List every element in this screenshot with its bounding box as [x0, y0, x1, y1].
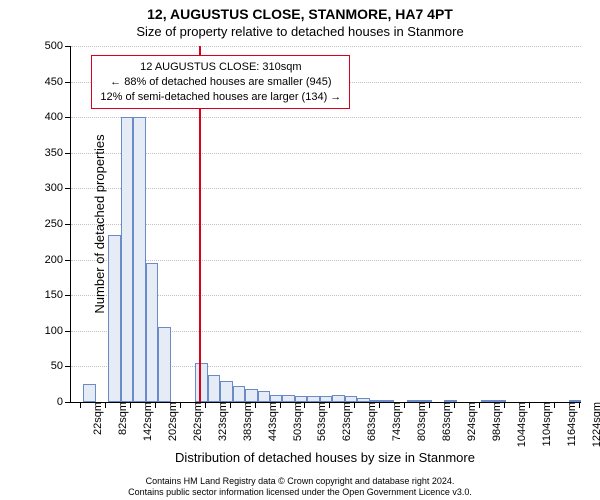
x-tick: [479, 402, 480, 408]
histogram-bar: [282, 395, 294, 402]
page-subtitle: Size of property relative to detached ho…: [0, 24, 600, 39]
x-tick: [205, 402, 206, 408]
x-tick-label: 443sqm: [259, 402, 279, 441]
x-tick: [105, 402, 106, 408]
histogram-bar: [258, 391, 270, 402]
gridline: [71, 260, 581, 261]
x-tick-label: 503sqm: [284, 402, 304, 441]
y-tick-label: 300: [45, 182, 71, 194]
x-tick-label: 142sqm: [134, 402, 154, 441]
x-tick-label: 1044sqm: [508, 402, 528, 447]
x-tick-label: 803sqm: [408, 402, 428, 441]
histogram-bar: [121, 117, 133, 402]
x-tick-label: 683sqm: [358, 402, 378, 441]
x-tick-label: 22sqm: [84, 402, 104, 435]
x-tick: [454, 402, 455, 408]
histogram-bar: [233, 386, 245, 402]
annotation-box: 12 AUGUSTUS CLOSE: 310sqm← 88% of detach…: [91, 55, 350, 110]
y-tick-label: 0: [57, 396, 71, 408]
y-tick-label: 200: [45, 254, 71, 266]
x-tick-label: 863sqm: [433, 402, 453, 441]
histogram-bar: [270, 395, 282, 402]
histogram-bar: [208, 375, 220, 402]
histogram-bar: [146, 263, 158, 402]
x-tick: [280, 402, 281, 408]
y-tick-label: 50: [51, 360, 71, 372]
x-tick-label: 1164sqm: [558, 402, 578, 446]
histogram-bar: [83, 384, 95, 403]
x-tick-label: 1104sqm: [533, 402, 553, 446]
x-tick: [180, 402, 181, 408]
y-axis-label: Number of detached properties: [92, 134, 107, 313]
x-tick: [230, 402, 231, 408]
histogram-bar: [108, 235, 120, 402]
annotation-line: 12 AUGUSTUS CLOSE: 310sqm: [100, 60, 341, 75]
histogram-bar: [332, 395, 344, 402]
histogram-bar: [195, 363, 207, 402]
x-tick: [354, 402, 355, 408]
x-tick: [404, 402, 405, 408]
x-tick: [429, 402, 430, 408]
histogram-bar: [220, 381, 232, 402]
annotation-line: 12% of semi-detached houses are larger (…: [100, 90, 341, 105]
x-tick-label: 743sqm: [383, 402, 403, 441]
x-tick: [554, 402, 555, 408]
histogram-plot: 05010015020025030035040045050022sqm82sqm…: [70, 46, 581, 403]
y-tick-label: 100: [45, 325, 71, 337]
x-tick: [579, 402, 580, 408]
footer-line-1: Contains HM Land Registry data © Crown c…: [0, 476, 600, 487]
x-tick: [130, 402, 131, 408]
y-tick-label: 400: [45, 111, 71, 123]
gridline: [71, 117, 581, 118]
x-tick-label: 1224sqm: [583, 402, 600, 447]
x-tick-label: 984sqm: [483, 402, 503, 441]
x-tick-label: 323sqm: [209, 402, 229, 441]
x-axis-label: Distribution of detached houses by size …: [70, 450, 580, 465]
x-tick-label: 82sqm: [109, 402, 129, 435]
histogram-bar: [158, 327, 170, 402]
histogram-bar: [245, 389, 257, 402]
x-tick: [379, 402, 380, 408]
x-tick-label: 623sqm: [333, 402, 353, 441]
page-title: 12, AUGUSTUS CLOSE, STANMORE, HA7 4PT: [0, 0, 600, 22]
y-tick-label: 150: [45, 289, 71, 301]
footer-attribution: Contains HM Land Registry data © Crown c…: [0, 476, 600, 498]
gridline: [71, 188, 581, 189]
x-tick: [80, 402, 81, 408]
annotation-line: ← 88% of detached houses are smaller (94…: [100, 75, 341, 90]
x-tick: [155, 402, 156, 408]
gridline: [71, 46, 581, 47]
x-tick: [504, 402, 505, 408]
x-tick-label: 202sqm: [159, 402, 179, 441]
gridline: [71, 224, 581, 225]
x-tick-label: 563sqm: [308, 402, 328, 441]
gridline: [71, 153, 581, 154]
y-tick-label: 450: [45, 76, 71, 88]
histogram-bar: [133, 117, 145, 402]
y-tick-label: 350: [45, 147, 71, 159]
x-tick: [329, 402, 330, 408]
x-tick: [304, 402, 305, 408]
x-tick-label: 383sqm: [234, 402, 254, 441]
y-tick-label: 500: [45, 40, 71, 52]
x-tick: [255, 402, 256, 408]
x-tick-label: 924sqm: [458, 402, 478, 441]
x-tick-label: 262sqm: [184, 402, 204, 441]
y-tick-label: 250: [45, 218, 71, 230]
footer-line-2: Contains public sector information licen…: [0, 487, 600, 498]
x-tick: [529, 402, 530, 408]
